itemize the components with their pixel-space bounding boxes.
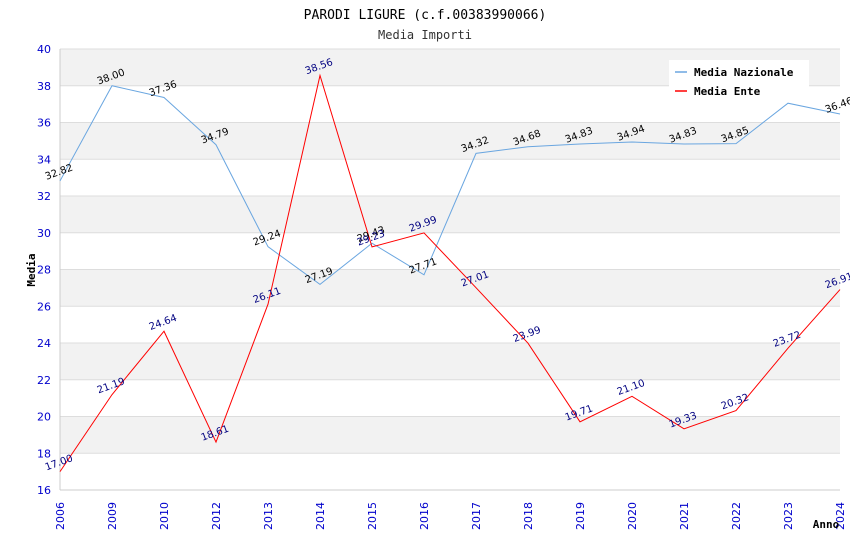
legend: Media Nazionale Media Ente (669, 60, 809, 100)
y-tick-label: 26 (37, 300, 51, 313)
grid-band (60, 122, 840, 160)
y-tick-label: 32 (37, 190, 51, 203)
x-tick-label: 2012 (210, 502, 223, 530)
x-axis-ticks: 2006 2009 2010 2012 2013 2014 2015 2016 2017 2018… (54, 502, 847, 530)
x-tick-label: 2009 (106, 502, 119, 530)
x-tick-label: 2013 (262, 502, 275, 530)
chart-title: PARODI LIGURE (c.f.00383990066) (304, 8, 547, 23)
x-axis-label: Anno (813, 518, 840, 531)
x-tick-label: 2021 (678, 502, 691, 530)
y-tick-label: 28 (37, 264, 51, 277)
y-tick-label: 30 (37, 227, 51, 240)
y-tick-label: 38 (37, 80, 51, 93)
x-tick-label: 2023 (782, 502, 795, 530)
y-tick-label: 16 (37, 484, 51, 497)
grid-band (60, 232, 840, 270)
y-tick-label: 18 (37, 447, 51, 460)
x-tick-label: 2010 (158, 502, 171, 530)
grid-band (60, 306, 840, 343)
grid-band (60, 453, 840, 490)
x-tick-label: 2006 (54, 502, 67, 530)
legend-entry: Media Nazionale (694, 66, 794, 79)
y-axis-ticks: 16 18 20 22 24 26 28 30 32 34 36 38 40 (37, 43, 51, 497)
series-lines (59, 73, 841, 472)
x-tick-label: 2024 (834, 502, 847, 530)
chart-subtitle: Media Importi (378, 28, 472, 42)
series-line-media-ente (59, 73, 841, 472)
x-tick-label: 2019 (574, 502, 587, 530)
x-tick-label: 2017 (470, 502, 483, 530)
x-tick-label: 2016 (418, 502, 431, 530)
y-tick-label: 22 (37, 374, 51, 387)
y-tick-label: 34 (37, 153, 51, 166)
grid-band (60, 269, 840, 307)
y-tick-label: 24 (37, 337, 51, 350)
grid-band (60, 159, 840, 196)
y-tick-label: 36 (37, 117, 51, 130)
legend-box (669, 60, 809, 100)
x-tick-label: 2020 (626, 502, 639, 530)
grid-band (60, 343, 840, 380)
x-tick-label: 2015 (366, 502, 379, 530)
y-tick-label: 40 (37, 43, 51, 56)
x-tick-label: 2022 (730, 502, 743, 530)
series-line-media-nazionale (59, 85, 841, 286)
legend-entry: Media Ente (694, 85, 761, 98)
y-axis-label: Media (25, 253, 38, 286)
x-tick-label: 2014 (314, 502, 327, 530)
grid-band (60, 416, 840, 454)
x-tick-label: 2018 (522, 502, 535, 530)
grid-bands (59, 48, 840, 491)
y-tick-label: 20 (37, 411, 51, 424)
